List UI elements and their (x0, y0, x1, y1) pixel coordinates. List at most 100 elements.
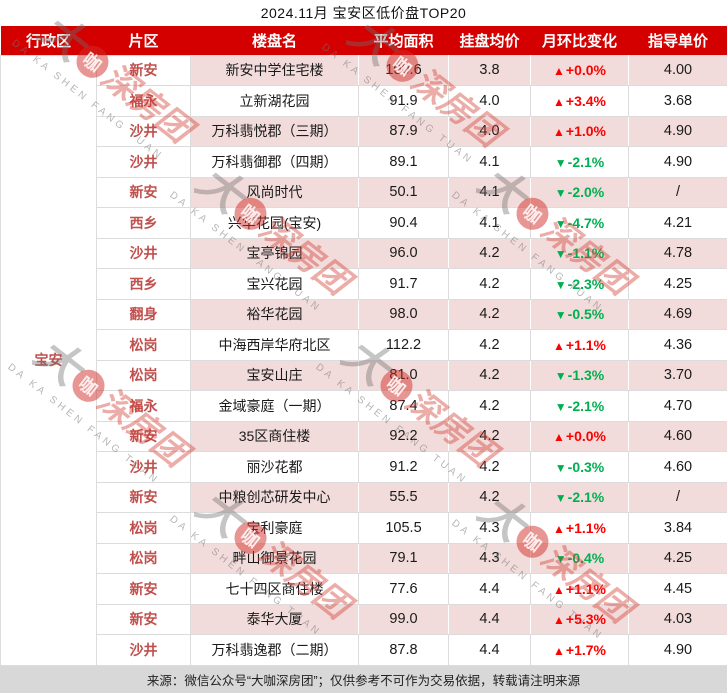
table-row: 松岗 中海西岸华府北区 112.2 4.2 ▲+1.1% 4.36 (1, 329, 727, 361)
table-row: 新安 35区商住楼 92.2 4.2 ▲+0.0% 4.60 (1, 420, 727, 452)
avg-price-cell: 4.2 (448, 451, 531, 483)
avg-price-cell: 4.4 (448, 634, 531, 666)
avg-price-cell: 4.2 (448, 298, 531, 330)
guide-price-cell: 3.70 (628, 359, 727, 391)
avg-area-cell: 96.0 (358, 237, 449, 269)
table-row: 翻身 裕华花园 98.0 4.2 ▼-0.5% 4.69 (1, 298, 727, 330)
property-name-cell: 金域豪庭（一期） (190, 390, 359, 422)
col-header-avg-price: 挂盘均价 (448, 26, 531, 55)
area-cell: 松岗 (96, 329, 191, 361)
table-row: 福永 立新湖花园 91.9 4.0 ▲+3.4% 3.68 (1, 85, 727, 117)
avg-price-cell: 4.2 (448, 359, 531, 391)
guide-price-cell: 4.36 (628, 329, 727, 361)
area-cell: 沙井 (96, 115, 191, 147)
avg-price-cell: 4.2 (448, 481, 531, 513)
table-row: 松岗 宝安山庄 81.0 4.2 ▼-1.3% 3.70 (1, 359, 727, 391)
mom-change-cell: ▲+1.7% (530, 634, 629, 666)
mom-change-cell: ▼-2.0% (530, 176, 629, 208)
property-name-cell: 宝兴花园 (190, 268, 359, 300)
mom-change-cell: ▼-1.1% (530, 237, 629, 269)
property-name-cell: 宝利豪庭 (190, 512, 359, 544)
table-header: 行政区 片区 楼盘名 平均面积 挂盘均价 月环比变化 指导单价 (0, 26, 727, 55)
mom-change-cell: ▼-2.1% (530, 390, 629, 422)
mom-change-cell: ▲+3.4% (530, 85, 629, 117)
avg-area-cell: 92.2 (358, 420, 449, 452)
guide-price-cell: 4.78 (628, 237, 727, 269)
down-triangle-icon: ▼ (554, 460, 567, 475)
area-cell: 沙井 (96, 146, 191, 178)
table-row: 新安 七十四区商住楼 77.6 4.4 ▲+1.1% 4.45 (1, 573, 727, 605)
down-triangle-icon: ▼ (554, 399, 567, 414)
mom-change-cell: ▼-0.4% (530, 542, 629, 574)
down-triangle-icon: ▼ (554, 247, 567, 262)
property-name-cell: 中粮创芯研发中心 (190, 481, 359, 513)
avg-area-cell: 79.1 (358, 542, 449, 574)
property-name-cell: 万科翡悦郡（三期） (190, 115, 359, 147)
down-triangle-icon: ▼ (554, 277, 567, 292)
property-name-cell: 中海西岸华府北区 (190, 329, 359, 361)
table-body: 宝安 新安 新安中学住宅楼 100.6 3.8 ▲+0.0% 4.00 福永 立… (0, 54, 727, 666)
avg-area-cell: 81.0 (358, 359, 449, 391)
guide-price-cell: 3.68 (628, 85, 727, 117)
area-cell: 西乡 (96, 268, 191, 300)
avg-price-cell: 4.1 (448, 146, 531, 178)
table-row: 沙井 宝亭锦园 96.0 4.2 ▼-1.1% 4.78 (1, 237, 727, 269)
table-row: 沙井 万科翡逸郡（二期） 87.8 4.4 ▲+1.7% 4.90 (1, 634, 727, 666)
up-triangle-icon: ▲ (553, 64, 565, 79)
avg-price-cell: 4.2 (448, 390, 531, 422)
mom-change-cell: ▼-0.5% (530, 298, 629, 330)
area-cell: 松岗 (96, 359, 191, 391)
area-cell: 新安 (96, 481, 191, 513)
mom-change-cell: ▲+5.3% (530, 603, 629, 635)
avg-price-cell: 4.2 (448, 268, 531, 300)
property-name-cell: 兴华花园(宝安) (190, 207, 359, 239)
property-name-cell: 35区商住楼 (190, 420, 359, 452)
property-name-cell: 泰华大厦 (190, 603, 359, 635)
guide-price-cell: / (628, 176, 727, 208)
footer-note: 来源：微信公众号“大咖深房团”；仅供参考不可作为交易依据，转载请注明来源 (0, 665, 727, 693)
down-triangle-icon: ▼ (554, 491, 567, 506)
avg-area-cell: 98.0 (358, 298, 449, 330)
avg-area-cell: 112.2 (358, 329, 449, 361)
avg-area-cell: 55.5 (358, 481, 449, 513)
down-triangle-icon: ▼ (554, 308, 567, 323)
mom-change-cell: ▲+1.1% (530, 512, 629, 544)
area-cell: 新安 (96, 420, 191, 452)
mom-change-cell: ▲+0.0% (530, 420, 629, 452)
up-triangle-icon: ▲ (553, 521, 565, 536)
avg-price-cell: 4.4 (448, 573, 531, 605)
guide-price-cell: / (628, 481, 727, 513)
table-row: 松岗 畔山御景花园 79.1 4.3 ▼-0.4% 4.25 (1, 542, 727, 574)
guide-price-cell: 4.25 (628, 542, 727, 574)
avg-area-cell: 105.5 (358, 512, 449, 544)
area-cell: 翻身 (96, 298, 191, 330)
mom-change-cell: ▼-2.1% (530, 481, 629, 513)
avg-price-cell: 4.2 (448, 237, 531, 269)
avg-area-cell: 89.1 (358, 146, 449, 178)
property-name-cell: 立新湖花园 (190, 85, 359, 117)
mom-change-cell: ▼-1.3% (530, 359, 629, 391)
area-cell: 松岗 (96, 512, 191, 544)
up-triangle-icon: ▲ (553, 643, 565, 658)
up-triangle-icon: ▲ (553, 338, 565, 353)
mom-change-cell: ▼-2.1% (530, 146, 629, 178)
avg-area-cell: 91.7 (358, 268, 449, 300)
property-name-cell: 风尚时代 (190, 176, 359, 208)
area-cell: 福永 (96, 85, 191, 117)
up-triangle-icon: ▲ (553, 582, 565, 597)
avg-area-cell: 99.0 (358, 603, 449, 635)
table-row: 西乡 兴华花园(宝安) 90.4 4.1 ▼-4.7% 4.21 (1, 207, 727, 239)
guide-price-cell: 4.60 (628, 451, 727, 483)
table-row: 新安 中粮创芯研发中心 55.5 4.2 ▼-2.1% / (1, 481, 727, 513)
down-triangle-icon: ▼ (554, 186, 567, 201)
avg-price-cell: 4.0 (448, 85, 531, 117)
avg-price-cell: 4.1 (448, 176, 531, 208)
avg-price-cell: 4.0 (448, 115, 531, 147)
table-row: 沙井 丽沙花都 91.2 4.2 ▼-0.3% 4.60 (1, 451, 727, 483)
mom-change-cell: ▼-4.7% (530, 207, 629, 239)
col-header-district: 行政区 (0, 26, 97, 55)
guide-price-cell: 4.90 (628, 115, 727, 147)
property-name-cell: 宝亭锦园 (190, 237, 359, 269)
guide-price-cell: 4.60 (628, 420, 727, 452)
